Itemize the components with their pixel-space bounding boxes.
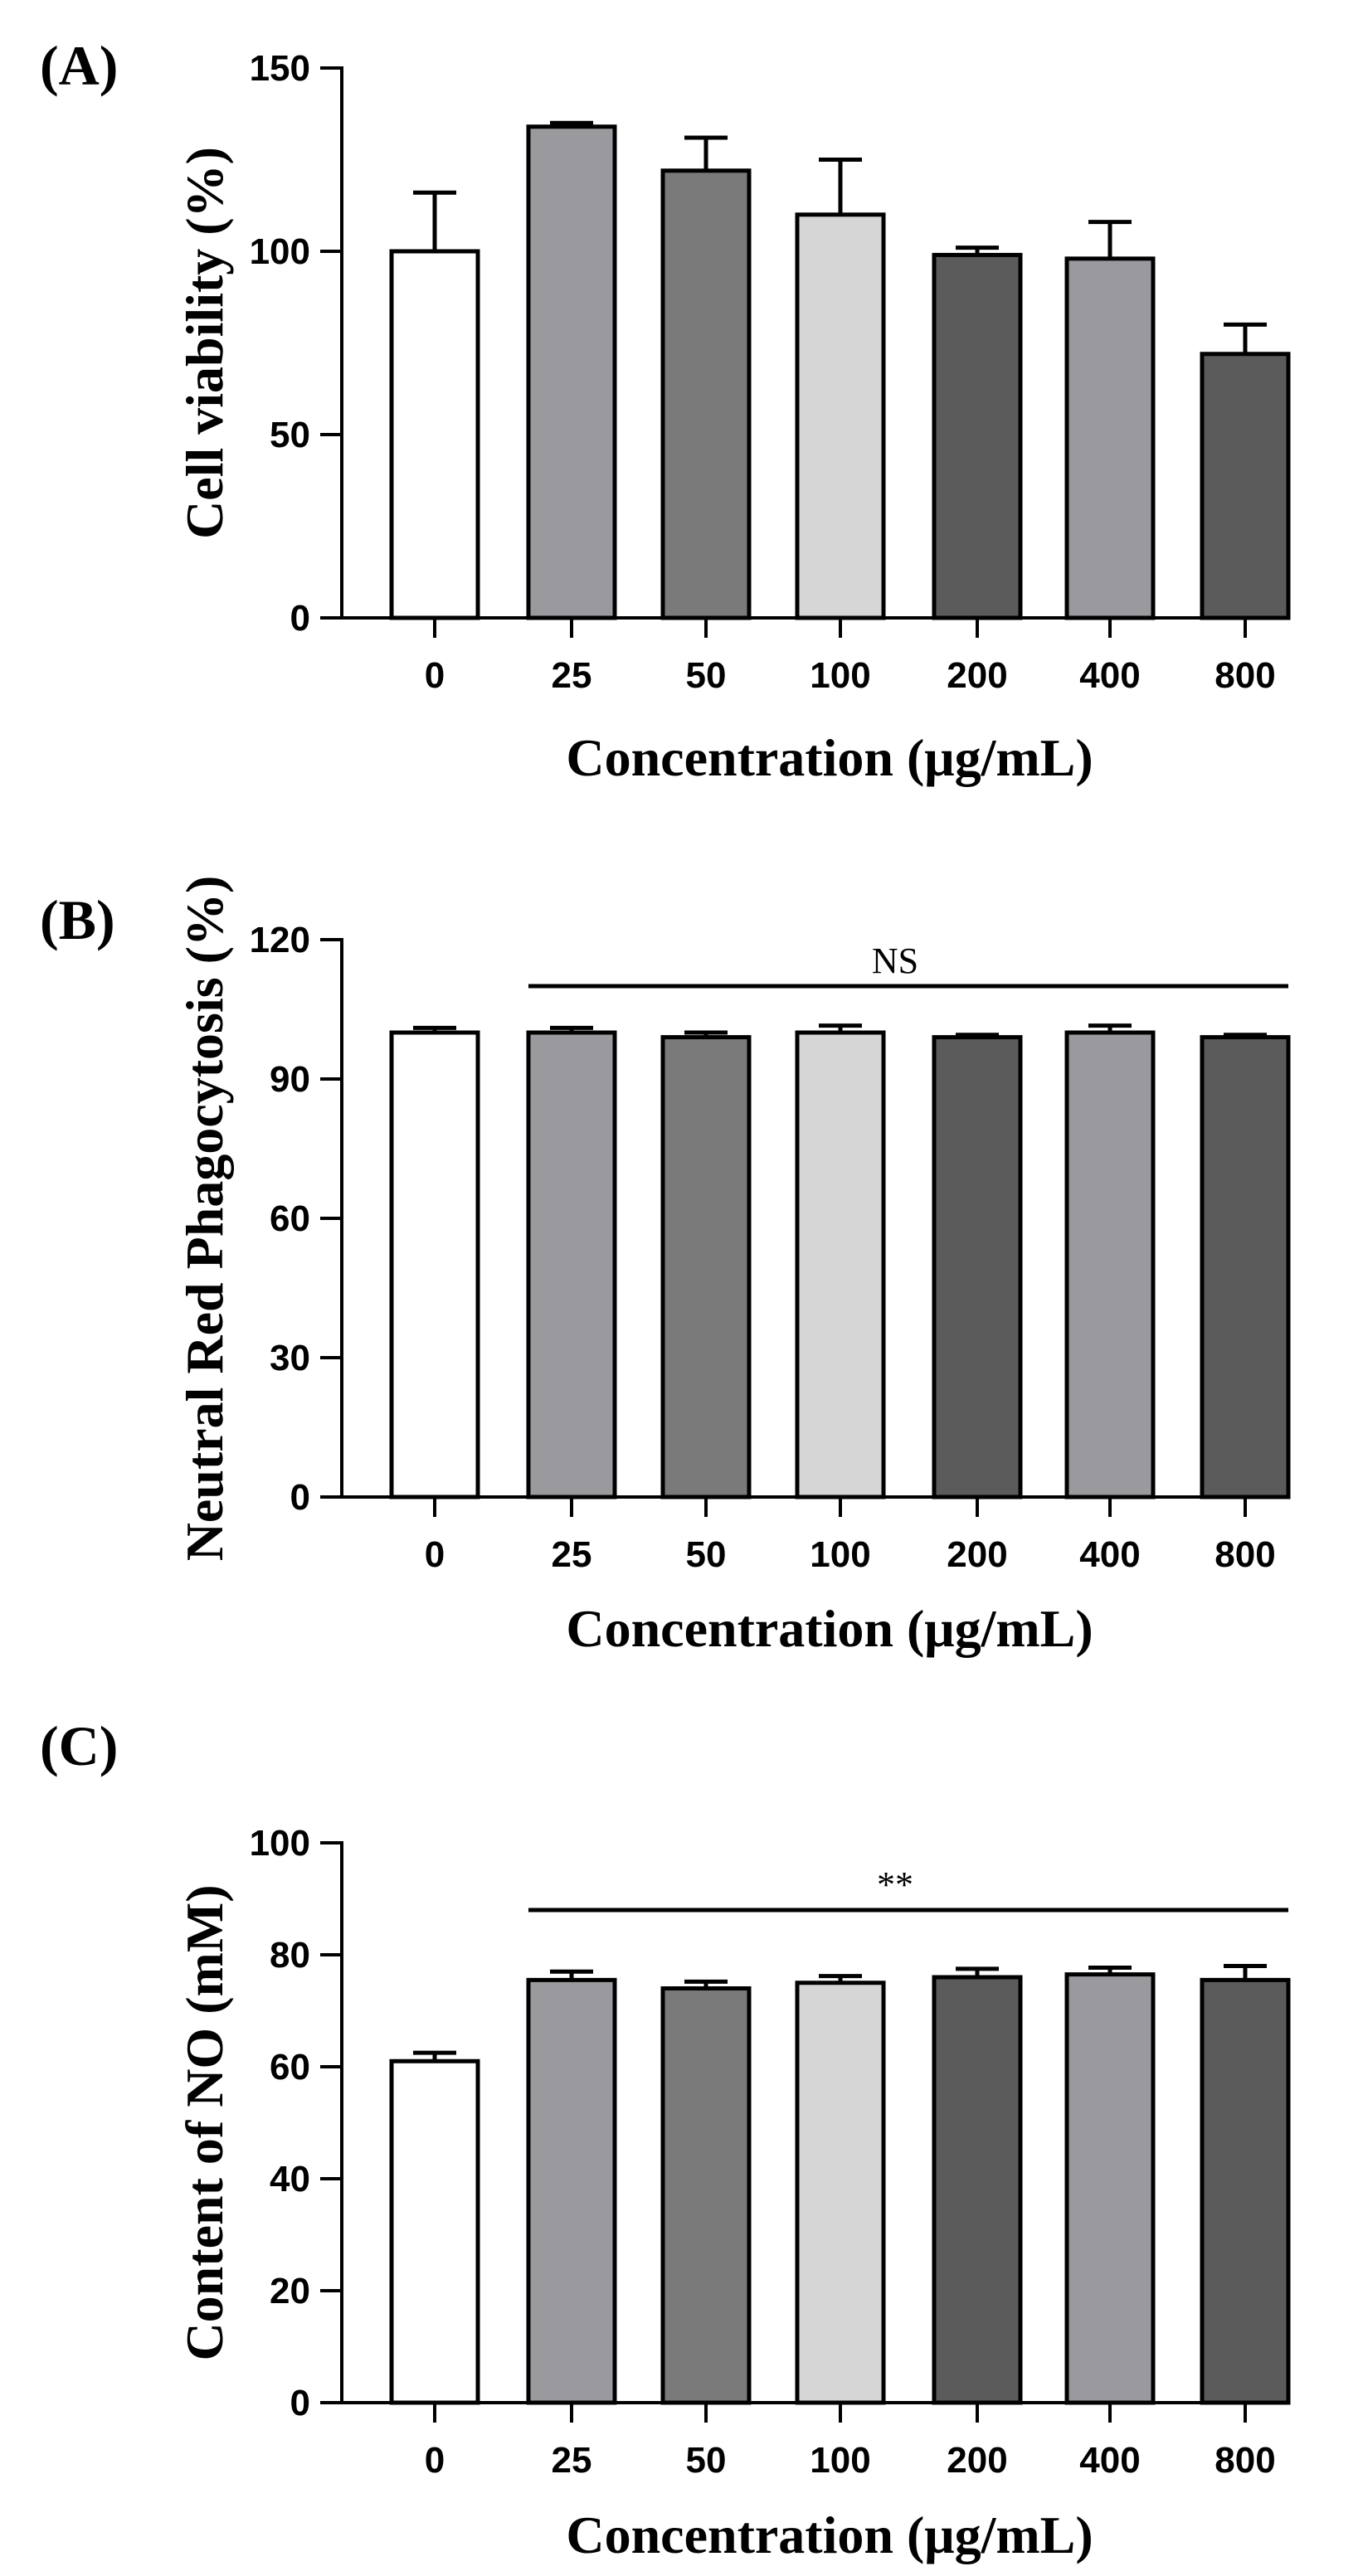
x-tick-label-800: 800 [1215,655,1275,696]
y-tick-label-60: 60 [270,1198,310,1239]
bar-800 [1200,1035,1291,1499]
y-tick-label-50: 50 [270,415,310,455]
y-axis-title: Cell viability (%) [175,147,234,539]
y-tick-label-150: 150 [250,48,310,89]
x-tick-label-100: 100 [810,1534,870,1575]
x-tick-label-800: 800 [1215,2440,1275,2481]
bar-200 [932,1975,1023,2405]
significance-label: ** [877,1864,913,1905]
x-tick-label-0: 0 [425,2440,445,2481]
bar-200 [932,252,1023,620]
x-tick-label-25: 25 [552,655,592,696]
bar-400 [1064,1972,1156,2405]
x-axis-title: Concentration (μg/mL) [566,2506,1093,2564]
y-tick-label-60: 60 [270,2047,310,2088]
bar-400 [1064,1030,1156,1499]
x-tick-label-800: 800 [1215,1534,1275,1575]
bar-400 [1064,256,1156,620]
bar-800 [1200,1977,1291,2405]
x-tick-label-50: 50 [686,2440,727,2481]
bar-50 [660,1035,752,1499]
bar-0 [389,2058,480,2405]
bar-800 [1200,352,1291,620]
x-tick-label-100: 100 [810,655,870,696]
x-tick-label-50: 50 [686,1534,727,1575]
bar-0 [389,1030,480,1499]
y-tick-label-100: 100 [250,1823,310,1864]
bar-100 [795,1030,886,1499]
x-tick-label-25: 25 [552,1534,592,1575]
y-tick-label-120: 120 [250,920,310,960]
panel-label: (B) [40,888,115,951]
y-tick-label-0: 0 [290,1477,310,1518]
bar-25 [526,1030,617,1499]
x-tick-label-200: 200 [947,1534,1007,1575]
x-tick-label-200: 200 [947,655,1007,696]
y-tick-label-20: 20 [270,2271,310,2311]
y-axis-title: Neutral Red Phagocytosis (%) [175,876,234,1562]
x-tick-label-0: 0 [425,655,445,696]
y-tick-label-40: 40 [270,2159,310,2199]
x-tick-label-400: 400 [1079,2440,1140,2481]
x-tick-label-400: 400 [1079,1534,1140,1575]
x-tick-label-50: 50 [686,655,727,696]
bar-200 [932,1035,1023,1499]
bar-50 [660,1986,752,2405]
bar-50 [660,168,752,620]
bar-0 [389,249,480,620]
y-axis-title: Content of NO (mM) [175,1884,234,2360]
x-axis-title: Concentration (μg/mL) [566,1599,1093,1658]
panel-label: (A) [40,34,118,97]
x-tick-label-400: 400 [1079,655,1140,696]
bar-100 [795,1981,886,2405]
y-tick-label-0: 0 [290,598,310,639]
bar-25 [526,124,617,620]
y-tick-label-0: 0 [290,2383,310,2423]
chart-panel-a: (A) 0 50 100 150 0 25 50 100 200 400 800 Concentrati… [40,34,1291,787]
panel-label: (C) [40,1714,118,1777]
x-tick-label-200: 200 [947,2440,1007,2481]
y-tick-label-30: 30 [270,1338,310,1378]
chart-panel-c: (C) 0 20 40 60 80 100 0 25 50 100 200 400 800 Concentr… [40,1714,1291,2564]
y-tick-label-90: 90 [270,1059,310,1100]
significance-label: NS [872,940,918,981]
bar-100 [795,212,886,620]
x-tick-label-0: 0 [425,1534,445,1575]
x-axis-title: Concentration (μg/mL) [566,728,1093,787]
bar-25 [526,1977,617,2405]
chart-panel-b: (B) 0 30 60 90 120 0 25 50 100 200 400 800 Concentrat… [40,876,1291,1658]
y-tick-label-100: 100 [250,231,310,272]
y-tick-label-80: 80 [270,1935,310,1976]
x-tick-label-25: 25 [552,2440,592,2481]
x-tick-label-100: 100 [810,2440,870,2481]
